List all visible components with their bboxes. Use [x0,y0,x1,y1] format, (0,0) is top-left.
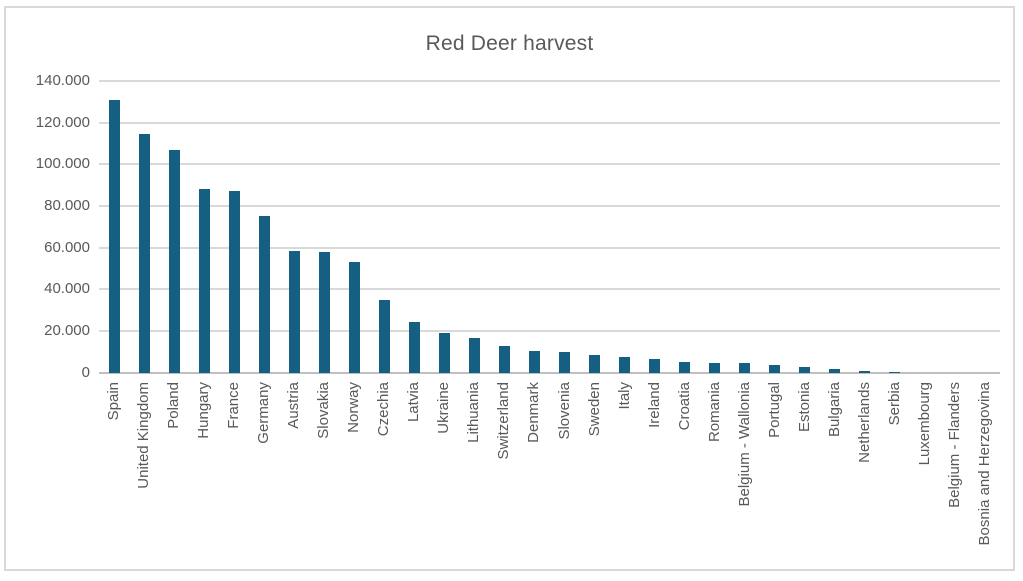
y-axis-label-100.000: 100.000 [35,155,90,173]
bar-netherlands[interactable] [859,370,871,373]
x-axis-label-belgium-flanders: Belgium - Flanders [945,381,963,508]
bar-romania[interactable] [709,362,721,373]
x-axis-label-slovenia: Slovenia [555,381,573,440]
y-axis-label-20.000: 20.000 [44,321,90,339]
gridline-60.000 [99,246,1000,249]
x-axis-label-austria: Austria [285,381,303,429]
x-axis-label-luxembourg: Luxembourg [915,381,933,465]
gridline-80.000 [99,204,1000,207]
x-axis-label-serbia: Serbia [885,381,903,425]
bar-switzerland[interactable] [498,345,510,373]
x-axis-label-italy: Italy [615,381,633,410]
x-axis-label-portugal: Portugal [765,381,783,438]
x-axis-label-czechia: Czechia [375,381,393,436]
bar-portugal[interactable] [769,364,781,373]
x-axis-label-germany: Germany [255,381,273,444]
bar-serbia[interactable] [889,371,901,373]
bar-norway[interactable] [348,261,360,373]
x-axis-label-poland: Poland [165,381,183,429]
bar-slovakia[interactable] [318,251,330,373]
bar-sweden[interactable] [589,354,601,373]
bar-united-kingdom[interactable] [138,133,150,373]
x-axis-label-romania: Romania [705,381,723,442]
x-axis-label-ireland: Ireland [645,381,663,428]
gridline-140.000 [99,80,1000,82]
x-axis-label-hungary: Hungary [195,381,213,439]
bar-france[interactable] [228,190,240,373]
bar-germany[interactable] [258,215,270,373]
bar-spain[interactable] [108,99,120,373]
x-axis-label-united-kingdom: United Kingdom [135,381,153,489]
x-axis-label-spain: Spain [105,381,123,420]
y-axis-label-120.000: 120.000 [35,113,90,131]
bar-hungary[interactable] [198,188,210,373]
bar-ukraine[interactable] [438,332,450,373]
x-axis-label-bosnia-and-herzegovina: Bosnia and Herzegovina [975,381,993,545]
bar-latvia[interactable] [408,321,420,373]
x-axis-line [99,371,1000,374]
bar-croatia[interactable] [679,361,691,373]
bar-belgium-wallonia[interactable] [739,362,751,373]
chart-title: Red Deer harvest [425,32,594,55]
y-axis-label-60.000: 60.000 [44,238,90,256]
gridline-20.000 [99,329,1000,332]
bar-austria[interactable] [288,250,300,373]
bar-denmark[interactable] [528,350,540,373]
bar-lithuania[interactable] [468,337,480,373]
x-axis-label-latvia: Latvia [405,381,423,422]
gridline-120.000 [99,121,1000,124]
bar-italy[interactable] [619,356,631,373]
x-axis-label-lithuania: Lithuania [465,381,483,443]
x-axis-label-france: France [225,381,243,429]
x-axis-label-norway: Norway [345,381,363,433]
bar-slovenia[interactable] [559,351,571,373]
bar-poland[interactable] [168,149,180,373]
x-axis-label-slovakia: Slovakia [315,381,333,439]
bar-ireland[interactable] [649,358,661,373]
x-axis-label-bulgaria: Bulgaria [825,381,843,437]
y-axis-label-140.000: 140.000 [35,72,90,89]
x-axis-label-ukraine: Ukraine [435,381,453,434]
bar-estonia[interactable] [799,366,811,373]
gridline-40.000 [99,288,1000,291]
y-axis-label-0: 0 [81,363,90,381]
x-axis-label-netherlands: Netherlands [855,381,873,463]
x-axis-label-switzerland: Switzerland [495,381,513,460]
x-axis-label-sweden: Sweden [585,381,603,436]
y-axis-label-80.000: 80.000 [44,196,90,214]
y-axis-label-40.000: 40.000 [44,280,90,298]
x-axis-label-croatia: Croatia [675,381,693,430]
bar-bulgaria[interactable] [829,368,841,373]
x-axis-label-belgium-wallonia: Belgium - Wallonia [735,381,753,507]
x-axis-label-estonia: Estonia [795,381,813,432]
bar-czechia[interactable] [378,299,390,373]
x-axis-label-denmark: Denmark [525,381,543,443]
gridline-100.000 [99,163,1000,166]
chart-frame: Red Deer harvest 0 20.000 40.000 60.000 80.0… [4,6,1015,571]
